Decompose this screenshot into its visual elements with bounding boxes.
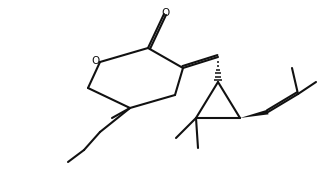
Text: O: O	[91, 56, 99, 66]
Polygon shape	[240, 110, 269, 118]
Text: O: O	[161, 8, 170, 18]
